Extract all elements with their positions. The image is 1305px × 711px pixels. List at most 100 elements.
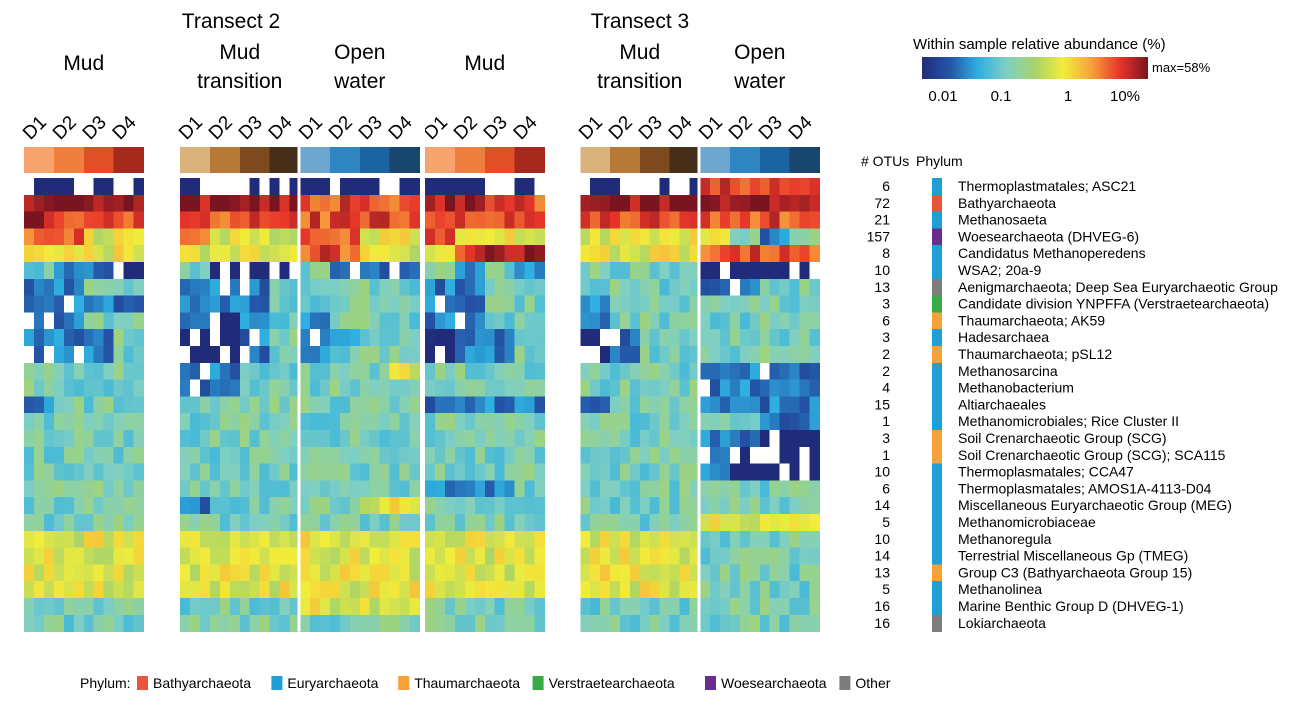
heatmap-cell	[199, 446, 211, 464]
heatmap-cell	[649, 262, 661, 280]
sample-header-cell	[639, 147, 671, 173]
heatmap-cell	[389, 514, 400, 532]
heatmap-cell	[425, 581, 436, 599]
heatmap-cell	[229, 514, 241, 532]
heatmap-cell	[63, 211, 75, 229]
heatmap-cell	[534, 178, 545, 196]
heatmap-cell	[379, 379, 391, 397]
heatmap-cell	[180, 329, 191, 347]
heatmap-cell	[700, 430, 711, 448]
heatmap-cell	[534, 413, 545, 431]
heatmap-cell	[189, 211, 201, 229]
heatmap-cell	[534, 463, 545, 481]
heatmap-cell	[209, 480, 221, 498]
heatmap-cell	[444, 262, 456, 280]
heatmap-cell	[639, 312, 651, 330]
heatmap-cell	[494, 547, 506, 565]
heatmap-cell	[399, 514, 410, 532]
heatmap-cell	[484, 245, 496, 263]
heatmap-cell	[289, 614, 300, 632]
heatmap-cell	[219, 346, 231, 364]
heatmap-cell	[409, 278, 420, 296]
heatmap-cell	[514, 463, 525, 481]
heatmap-cell	[759, 480, 771, 498]
heatmap-cell	[709, 295, 721, 313]
heatmap-cell	[729, 194, 741, 212]
heatmap-cell	[629, 463, 641, 481]
heatmap-cell	[339, 598, 351, 616]
heatmap-cell	[749, 598, 761, 616]
heatmap-cell	[425, 598, 436, 616]
heatmap-cell	[779, 598, 791, 616]
heatmap-cell	[300, 598, 311, 616]
heatmap-cell	[474, 614, 486, 632]
heatmap-cell	[309, 430, 321, 448]
heatmap-cell	[719, 530, 731, 548]
heatmap-cell	[33, 396, 45, 414]
group-label: transition	[197, 70, 282, 93]
heatmap-cell	[259, 278, 271, 296]
heatmap-cell	[339, 430, 351, 448]
row-label: Methanosaeta	[958, 212, 1047, 228]
heatmap-cell	[33, 245, 45, 263]
heatmap-cell	[425, 329, 436, 347]
heatmap-cell	[809, 514, 820, 532]
heatmap-cell	[434, 379, 446, 397]
heatmap-cell	[319, 362, 331, 380]
heatmap-cell	[629, 262, 641, 280]
heatmap-cell	[279, 329, 290, 347]
heatmap-cell	[779, 446, 791, 464]
heatmap-cell	[369, 379, 381, 397]
heatmap-cell	[444, 178, 456, 196]
heatmap-cell	[269, 362, 280, 380]
heatmap-cell	[719, 346, 731, 364]
heatmap-cell	[580, 278, 591, 296]
heatmap-cell	[199, 581, 211, 599]
heatmap-cell	[180, 547, 191, 565]
heatmap-cell	[659, 362, 671, 380]
heatmap-cell	[679, 211, 690, 229]
heatmap-cell	[494, 262, 506, 280]
heatmap-cell	[659, 430, 671, 448]
heatmap-cell	[189, 346, 201, 364]
heatmap-cell	[24, 211, 35, 229]
heatmap-cell	[669, 211, 680, 229]
heatmap-cell	[24, 614, 35, 632]
heatmap-cell	[464, 295, 476, 313]
heatmap-cell	[319, 379, 331, 397]
heatmap-cell	[464, 396, 476, 414]
heatmap-cell	[359, 379, 371, 397]
heatmap-cell	[729, 228, 741, 246]
heatmap-cell	[474, 497, 486, 515]
heatmap-cell	[219, 480, 231, 498]
otu-count: 4	[882, 380, 890, 396]
heatmap-cell	[329, 547, 341, 565]
heatmap-cell	[789, 564, 800, 582]
heatmap-cell	[484, 262, 496, 280]
heatmap-cell	[589, 598, 601, 616]
group-label: Mud	[63, 52, 104, 75]
heatmap-cell	[649, 362, 661, 380]
heatmap-cell	[219, 396, 231, 414]
heatmap-cell	[329, 497, 341, 515]
heatmap-cell	[729, 564, 741, 582]
heatmap-cell	[629, 480, 641, 498]
heatmap-cell	[759, 245, 771, 263]
heatmap-cell	[33, 497, 45, 515]
heatmap-cell	[599, 362, 611, 380]
heatmap-cell	[349, 614, 361, 632]
heatmap-cell	[249, 312, 261, 330]
heatmap-cell	[73, 346, 85, 364]
heatmap-cell	[524, 362, 535, 380]
heatmap-cell	[349, 346, 361, 364]
heatmap-cell	[769, 581, 781, 599]
heatmap-cell	[580, 295, 591, 313]
heatmap-cell	[434, 547, 446, 565]
heatmap-cell	[33, 530, 45, 548]
group-label: Mud	[219, 41, 260, 64]
phylum-swatch	[932, 194, 942, 212]
heatmap-cell	[454, 396, 466, 414]
heatmap-cell	[689, 530, 700, 548]
heatmap-cell	[609, 497, 621, 515]
